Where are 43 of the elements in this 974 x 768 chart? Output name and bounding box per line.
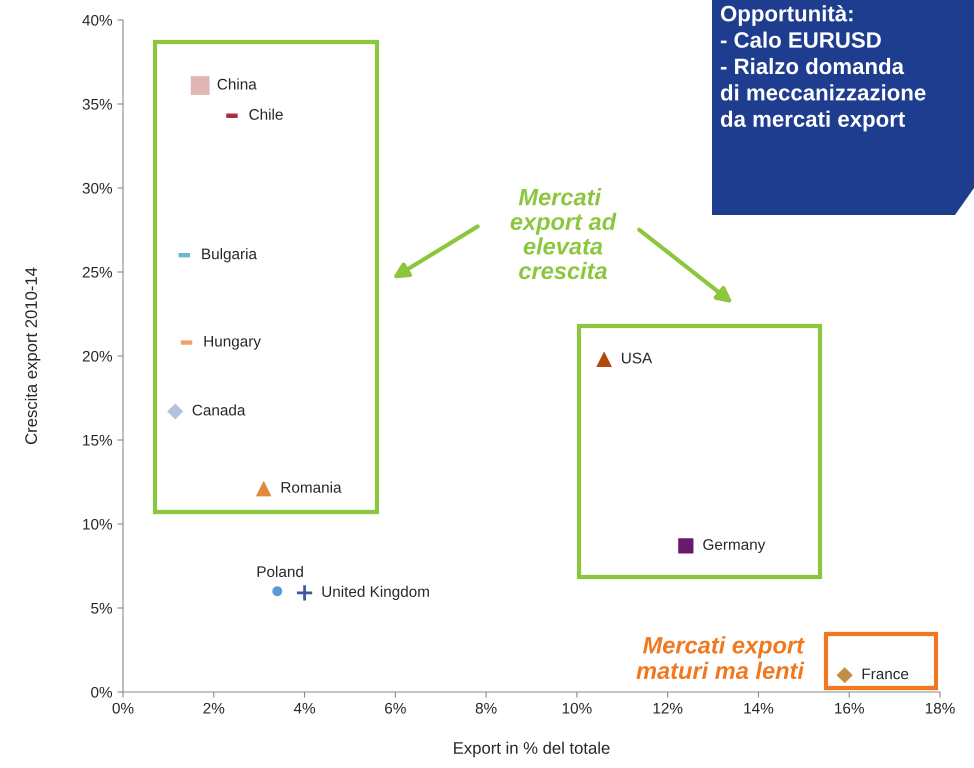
point [167,403,184,420]
x-tick-label: 10% [562,702,592,714]
series-label: Canada [192,404,246,416]
series-label: USA [622,352,652,364]
x-tick-label: 8% [476,702,497,714]
series-label: France [862,668,908,680]
series-label: Romania [282,482,342,493]
series-label: Poland [258,566,303,578]
series-label: China [218,78,257,90]
series-label: Germany [703,539,766,553]
y-tick-label: 25% [82,266,112,278]
x-tick-label: 14% [744,702,774,714]
point [190,76,210,95]
point [596,352,612,367]
y-tick-label: 30% [82,182,112,194]
x-tick-label: 2% [204,702,224,714]
x-tick-label: 12% [654,702,682,714]
y-tick-label: 15% [83,434,112,446]
y-tick-label: 5% [91,602,112,614]
point [272,586,282,596]
y-axis-title: Crescita export 2010-14 [24,268,40,444]
x-axis-title: Export in % del totale [454,742,610,758]
point [256,481,272,496]
y-tick-label: 40% [82,14,112,26]
x-tick-label: 6% [385,702,406,714]
x-tick-label: 18% [926,702,955,714]
annotation: Mercati export ad elevata crescita [510,188,617,280]
annotation: Mercati export maturi ma lenti [636,636,805,680]
point [678,538,694,554]
x-tick-label: 4% [294,702,316,714]
annotation: Opportunità: - Calo EURUSD - Rialzo domanda di meccanizzazione da mercati export [720,5,926,132]
y-tick-label: 10% [83,518,112,530]
series-label: Bulgaria [202,248,257,262]
series-label: Chile [249,108,283,120]
y-tick-label: 35% [82,98,112,110]
point [836,667,853,684]
series-label: Hungary [204,336,261,350]
y-tick-label: 20% [82,350,112,362]
series-label: United Kingdom [322,586,429,600]
point [296,584,314,602]
x-tick-label: 16% [835,702,864,714]
x-tick-label: 0% [112,702,134,714]
y-tick-label: 0% [91,686,112,698]
